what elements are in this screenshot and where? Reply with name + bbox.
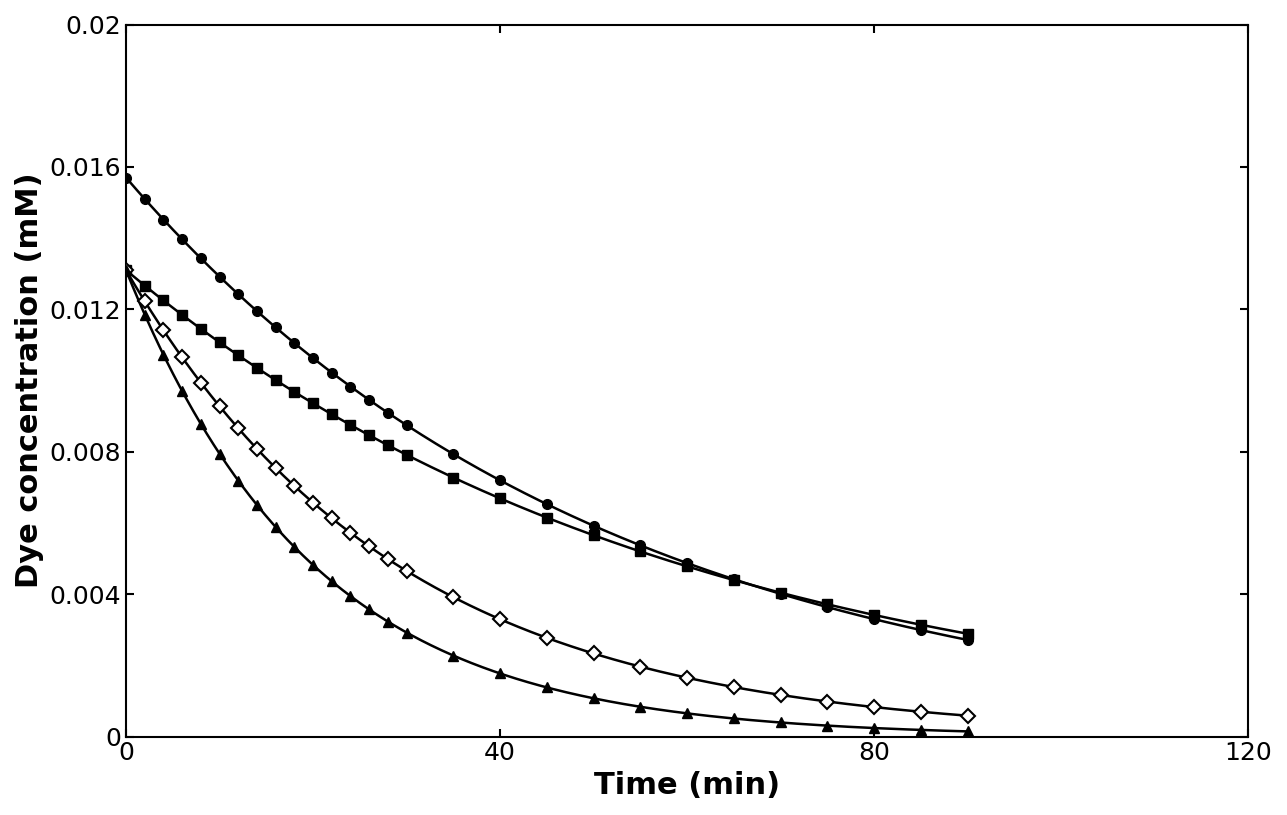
X-axis label: Time (min): Time (min) [595,771,780,800]
Y-axis label: Dye concentration (mM): Dye concentration (mM) [15,173,44,588]
